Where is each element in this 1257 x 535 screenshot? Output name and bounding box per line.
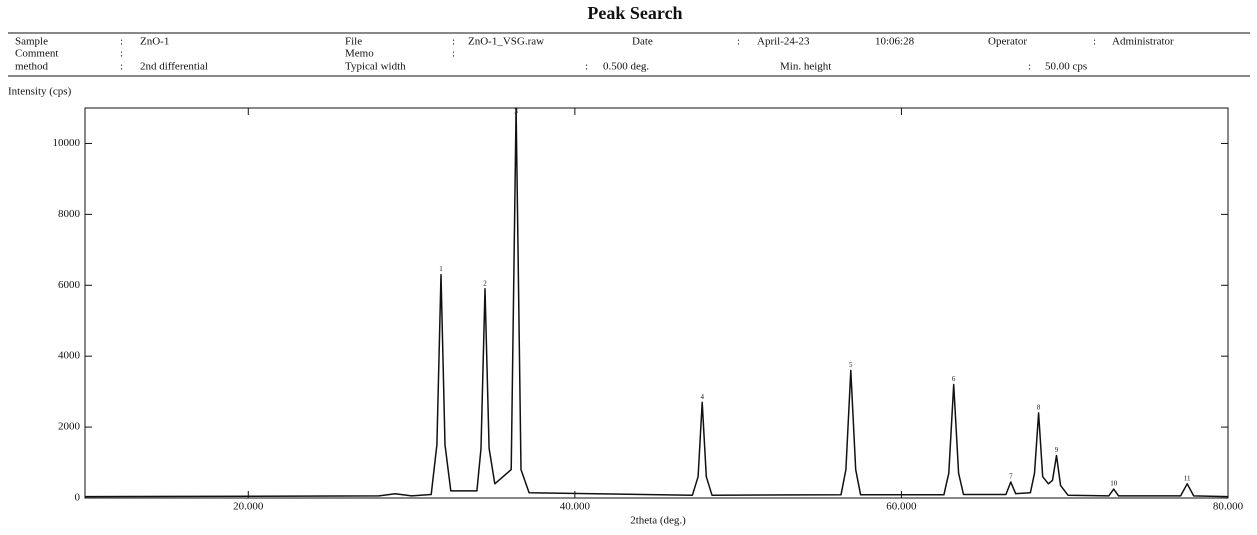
y-axis-label: Intensity (cps) bbox=[8, 86, 72, 98]
field-label: Min. height bbox=[780, 61, 831, 73]
y-tick-label: 8000 bbox=[58, 208, 81, 220]
field-separator: : bbox=[452, 48, 455, 60]
field-label: Memo bbox=[345, 48, 374, 60]
x-axis-label: 2theta (deg.) bbox=[630, 515, 686, 527]
field-label: Operator bbox=[988, 36, 1027, 48]
peak-label: 11 bbox=[1184, 474, 1191, 482]
x-tick-label: 40.000 bbox=[560, 501, 591, 513]
spectrum-line bbox=[84, 107, 1229, 498]
field-label: Comment bbox=[15, 48, 58, 60]
page-title: Peak Search bbox=[587, 3, 682, 23]
peak-label: 7 bbox=[1009, 473, 1013, 481]
field-value: Administrator bbox=[1112, 36, 1174, 48]
x-tick-label: 20.000 bbox=[233, 501, 264, 513]
field-separator: : bbox=[1093, 36, 1096, 48]
field-separator: : bbox=[737, 36, 740, 48]
field-label: Date bbox=[632, 36, 653, 48]
x-tick-label: 80.000 bbox=[1213, 501, 1244, 513]
peak-label: 8 bbox=[1037, 404, 1041, 412]
field-separator: : bbox=[452, 36, 455, 48]
field-value: 0.500 deg. bbox=[603, 61, 649, 73]
field-label: Sample bbox=[15, 36, 48, 48]
peak-label: 5 bbox=[849, 361, 853, 369]
field-value: April-24-23 bbox=[757, 36, 810, 48]
peak-label: 1 bbox=[439, 265, 443, 273]
peak-label: 9 bbox=[1055, 446, 1059, 454]
peak-label: 2 bbox=[483, 279, 487, 287]
peak-label: 4 bbox=[700, 393, 704, 401]
field-separator: : bbox=[120, 48, 123, 60]
plot-area: 0 2000 4000 6000 8000 10000 20.000 40.000 60.000… bbox=[53, 107, 1244, 513]
plot-frame bbox=[84, 107, 1229, 499]
y-tick-label: 0 bbox=[75, 492, 81, 504]
field-value: 10:06:28 bbox=[875, 36, 915, 48]
y-tick-label: 4000 bbox=[58, 350, 81, 362]
field-value: 2nd differential bbox=[140, 61, 208, 73]
field-label: Typical width bbox=[345, 61, 406, 73]
peak-label: 3 bbox=[514, 108, 518, 116]
field-value: ZnO-1 bbox=[140, 36, 169, 48]
field-separator: : bbox=[585, 61, 588, 73]
peak-label: 6 bbox=[952, 375, 956, 383]
field-separator: : bbox=[1028, 61, 1031, 73]
field-value: 50.00 cps bbox=[1045, 61, 1087, 73]
y-tick-label: 10000 bbox=[53, 137, 81, 149]
field-separator: : bbox=[120, 36, 123, 48]
field-separator: : bbox=[120, 61, 123, 73]
y-tick-label: 6000 bbox=[58, 279, 81, 291]
field-value: ZnO-1_VSG.raw bbox=[468, 36, 544, 48]
x-tick-label: 60.000 bbox=[886, 501, 917, 513]
y-tick-label: 2000 bbox=[58, 421, 81, 433]
peak-label: 10 bbox=[1110, 480, 1118, 488]
field-label: File bbox=[345, 36, 362, 48]
field-label: method bbox=[15, 61, 48, 73]
header-fields: Sample: ZnO-1 File: ZnO-1_VSG.raw Date: April… bbox=[15, 36, 1174, 73]
